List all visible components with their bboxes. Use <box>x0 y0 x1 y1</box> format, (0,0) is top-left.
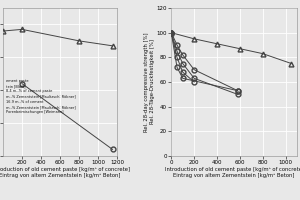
X-axis label: Introduction of old cement paste [kg/m³ of concrete]
Eintrag von altem Zementste: Introduction of old cement paste [kg/m³ … <box>0 167 130 178</box>
Y-axis label: Rel. 28-day compressive strength [%]
Rel. 28-Täge-Druckfestigkeit [%]: Rel. 28-day compressive strength [%] Rel… <box>144 32 155 132</box>
X-axis label: Introduction of old cement paste [kg/m³ of concrete]
Eintrag von altem Zementste: Introduction of old cement paste [kg/m³ … <box>165 167 300 178</box>
Text: ement paste
tein [Blaiß]
8.4 m.-% of cement paste
m.-% Zementstein [Maultzsch; R: ement paste tein [Blaiß] 8.4 m.-% of cem… <box>6 79 76 114</box>
